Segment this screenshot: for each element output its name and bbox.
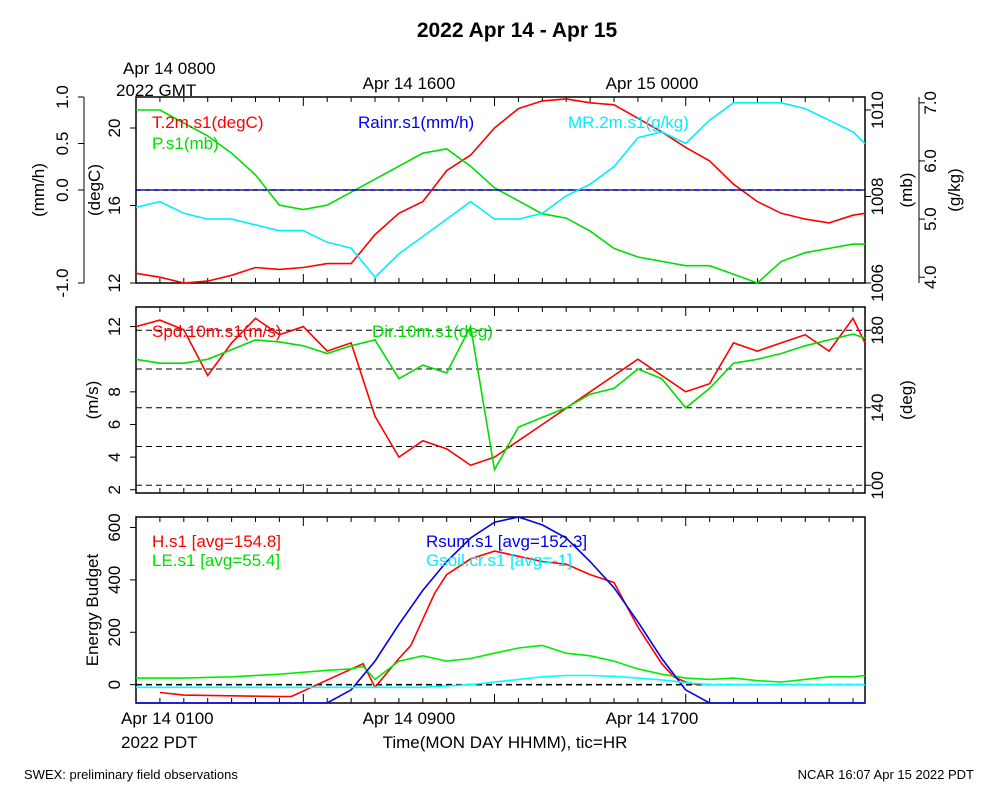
footer-right-note: NCAR 16:07 Apr 15 2022 PDT [797,767,974,782]
energy-axis-tick-label: 600 [105,513,124,541]
top-axis-first-label: Apr 14 0800 [123,59,216,78]
direction-axis-tick-label: 180 [868,316,887,344]
top-axis-label-1600: Apr 14 1600 [363,74,456,93]
speed-axis-axis-title: (m/s) [83,381,102,420]
direction-axis-tick-label: 100 [868,471,887,499]
mr-axis-tick-label: 5.0 [921,207,940,231]
footer-left-note: SWEX: preliminary field observations [24,767,238,782]
energy-axis-tick-label: 0 [105,680,124,689]
mr-axis-tick-label: 6.0 [921,149,940,173]
legend-entry-wind-direction: Dir.10m.s1(deg) [372,322,493,341]
speed-axis-tick-label: 8 [105,387,124,396]
panel-wind: 2 4 6 8 12 (m/s) 100 140 180 (deg) Spd.10m.s1(m/s)… [83,307,916,499]
direction-axis-tick-label: 140 [868,394,887,422]
rain-axis-tick-label: 1.0 [53,85,72,109]
chart-title: 2022 Apr 14 - Apr 15 [417,19,618,42]
series-line-pressure [136,109,865,284]
legend-entry-pressure: P.s1(mb) [152,134,219,153]
series-line-latent-heat [136,644,866,683]
press-axis-tick-label: 1006 [868,264,887,302]
panel-3-frame [135,516,866,704]
rain-axis-tick-label: -1.0 [53,268,72,297]
press-axis-axis-title: (mb) [897,173,916,208]
rain-axis-tick-label: 0.5 [53,132,72,156]
speed-axis-tick-label: 6 [105,420,124,429]
legend-entry-temperature: T.2m.s1(degC) [152,113,263,132]
bottom-axis-label-1700: Apr 14 1700 [606,709,699,728]
series-line-sensible-heat [159,550,698,698]
mr-axis-tick-label: 7.0 [921,91,940,115]
x-axis-title: Time(MON DAY HHMM), tic=HR [383,733,628,752]
series-line-temperature [135,98,866,284]
direction-axis-axis-title: (deg) [897,380,916,420]
legend-entry-net-radiation: Rsum.s1 [avg=152.3] [426,532,587,551]
series-line-wind-direction [135,323,866,473]
speed-axis-tick-label: 4 [105,452,124,461]
legend-entry-sensible-heat: H.s1 [avg=154.8] [152,532,281,551]
mr-axis-tick-label: 4.0 [921,265,940,289]
energy-axis-tick-label: 400 [105,566,124,594]
energy-axis-tick-label: 200 [105,618,124,646]
bottom-axis-first-sublabel: 2022 PDT [121,733,198,752]
rain-axis-tick-label: 0.0 [53,178,72,202]
legend-entry-mixing-ratio: MR.2m.s1(g/kg) [568,113,689,132]
energy-axis-title: Energy Budget [83,553,102,666]
legend-entry-soil-heat-flux: Gsoil.cr.s1 [avg=-1] [426,551,572,570]
temp-axis-axis-title: (degC) [85,164,104,216]
top-axis-label-0000: Apr 15 0000 [606,74,699,93]
speed-axis-tick-label: 2 [105,485,124,494]
series-line-net-radiation [136,516,865,704]
rain-axis-axis-title: (mm/h) [29,163,48,217]
series-line-mixing-ratio [135,102,866,279]
top-axis-first-sublabel: 2022 GMT [116,81,196,100]
panel-2-frame [135,306,866,494]
temp-axis-tick-label: 12 [105,274,124,293]
panel-thermo: -1.0 0.0 0.5 1.0 (mm/h) 12 16 20 (degC) 1006 1008 1… [29,85,964,302]
legend-entry-wind-speed: Spd.10m.s1(m/s) [152,322,281,341]
series-line-soil-heat-flux [136,674,865,689]
temp-axis-tick-label: 16 [105,196,124,215]
temp-axis-tick-label: 20 [105,119,124,138]
legend-entry-latent-heat: LE.s1 [avg=55.4] [152,551,280,570]
press-axis-tick-label: 1010 [868,91,887,129]
mr-axis-axis-title: (g/kg) [945,168,964,211]
bottom-axis-label-0900: Apr 14 0900 [363,709,456,728]
press-axis-tick-label: 1008 [868,178,887,216]
bottom-axis-first-label: Apr 14 0100 [121,709,214,728]
legend-entry-rain-rate: Rainr.s1(mm/h) [358,113,474,132]
speed-axis-tick-label: 12 [105,317,124,336]
